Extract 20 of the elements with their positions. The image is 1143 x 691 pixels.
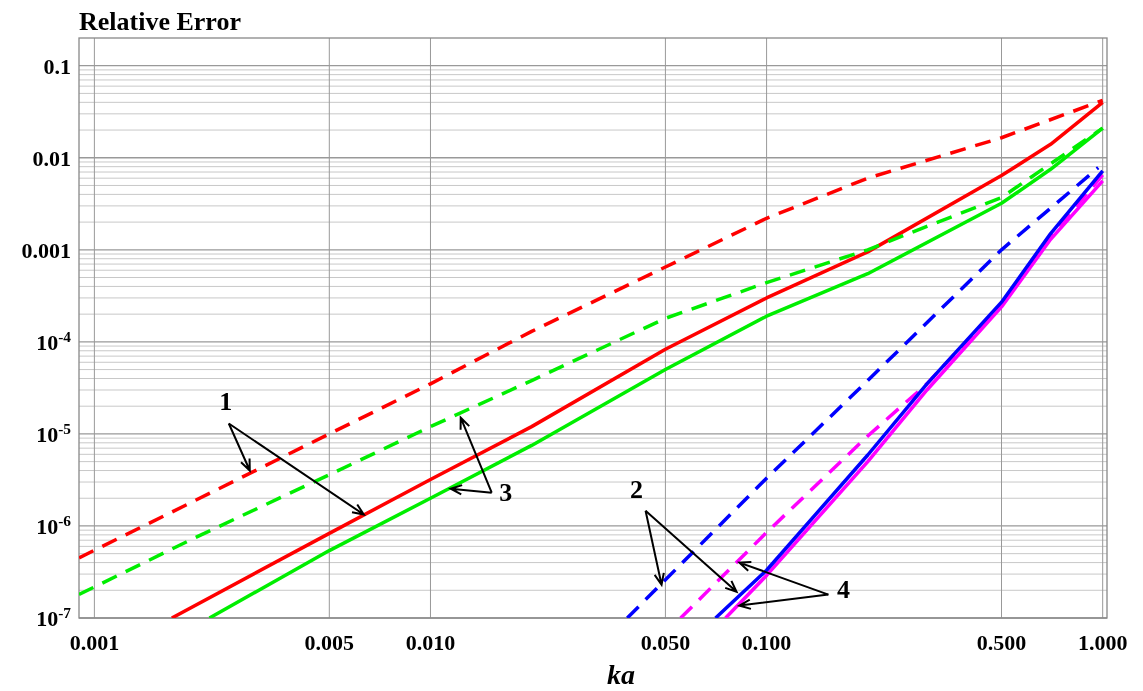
x-tick-label: 0.500 — [976, 630, 1027, 655]
y-tick-label: 10$^{-4}$ — [36, 327, 72, 355]
y-tick-label: 0.001 — [21, 237, 71, 263]
y-tick-label: 10$^{-5}$ — [36, 419, 72, 447]
y-tick-label: 0.01 — [32, 145, 71, 171]
annotation: 2 — [630, 474, 644, 504]
x-tick-label: 0.005 — [304, 630, 355, 655]
chart-title: Relative Error — [79, 7, 241, 36]
x-tick-label: 0.050 — [640, 630, 691, 655]
x-tick-label: 0.010 — [405, 630, 456, 655]
y-tick-label: 10$^{-7}$ — [36, 603, 72, 631]
annotation: 1 — [219, 386, 233, 416]
annotation: 4 — [836, 574, 850, 604]
y-tick-label: 0.1 — [43, 53, 71, 79]
x-tick-label: 0.100 — [741, 630, 792, 655]
y-tick-label: 10$^{-6}$ — [36, 511, 72, 539]
x-tick-label: 0.001 — [69, 630, 120, 655]
annotation: 3 — [499, 477, 513, 507]
x-tick-label: 1.000 — [1077, 630, 1128, 655]
x-axis-title: ka — [607, 659, 635, 690]
